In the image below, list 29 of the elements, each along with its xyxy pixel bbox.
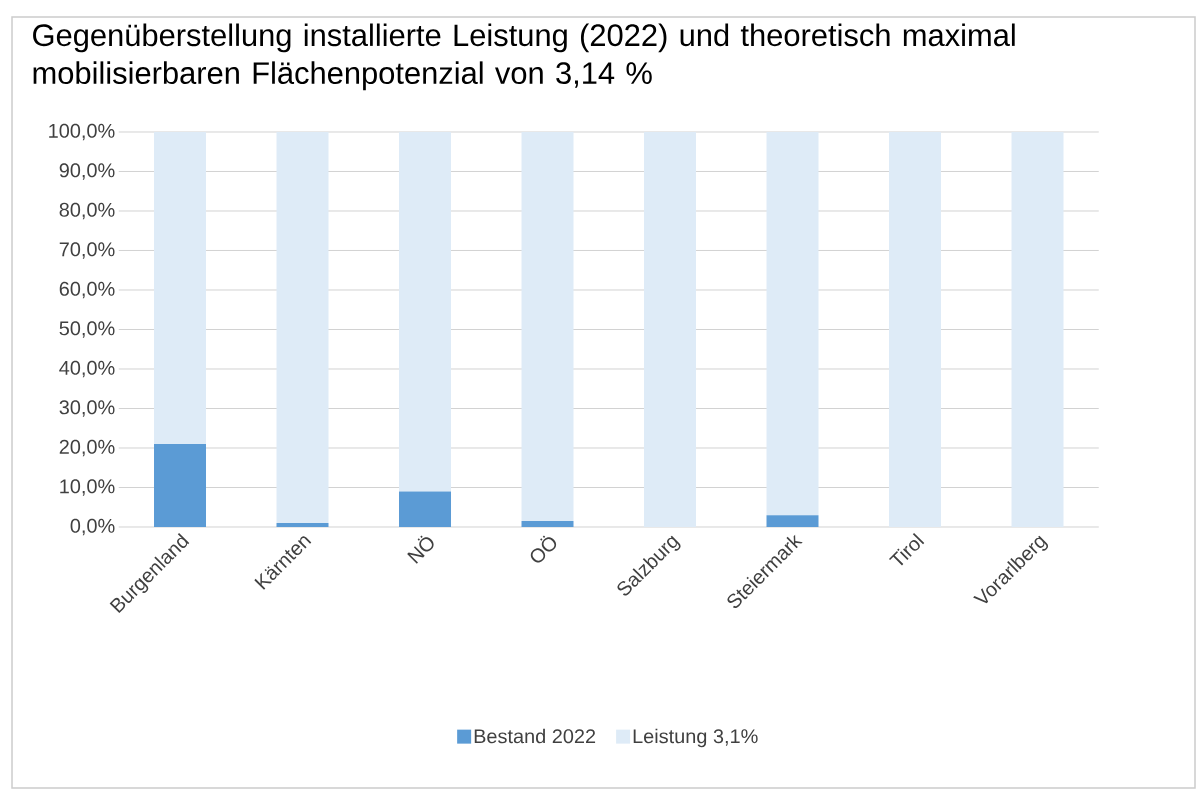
bar: [154, 444, 207, 527]
bar: [1011, 131, 1064, 527]
y-tick-label: 70,0%: [59, 242, 115, 259]
legend-label: Leistung 3,1%: [633, 728, 758, 748]
y-tick-label: 20,0%: [59, 439, 115, 457]
y-tick-label: 100,0%: [49, 123, 115, 141]
bar: [889, 131, 942, 527]
y-tick-label: 90,0%: [59, 163, 115, 180]
y-tick-label: 80,0%: [59, 202, 115, 220]
bar: [766, 515, 819, 527]
x-tick-label: Tirol: [888, 532, 925, 566]
bar: [521, 131, 574, 522]
bar: [521, 521, 574, 527]
chart-title: Gegenüberstellung installierte Leistung (2022) und theoretisch maximal mobilisierbaren Flächenpotenzial von 3,14 %: [33, 23, 1015, 91]
x-tick-label: NÖ: [407, 535, 434, 564]
y-tick-label: 40,0%: [59, 360, 115, 378]
y-tick-label: 60,0%: [59, 281, 115, 299]
bar: [276, 523, 329, 527]
y-tick-label: 10,0%: [60, 479, 115, 496]
bar: [154, 131, 207, 445]
bar: [766, 131, 819, 516]
bar: [276, 131, 329, 524]
y-tick-label: 30,0%: [59, 400, 115, 417]
legend-label: Bestand 2022: [474, 728, 596, 744]
bar: [399, 491, 452, 527]
bar: [399, 131, 452, 492]
y-tick-label: 50,0%: [59, 321, 115, 338]
x-tick-label: OÖ: [530, 535, 557, 563]
bar: [644, 131, 697, 527]
